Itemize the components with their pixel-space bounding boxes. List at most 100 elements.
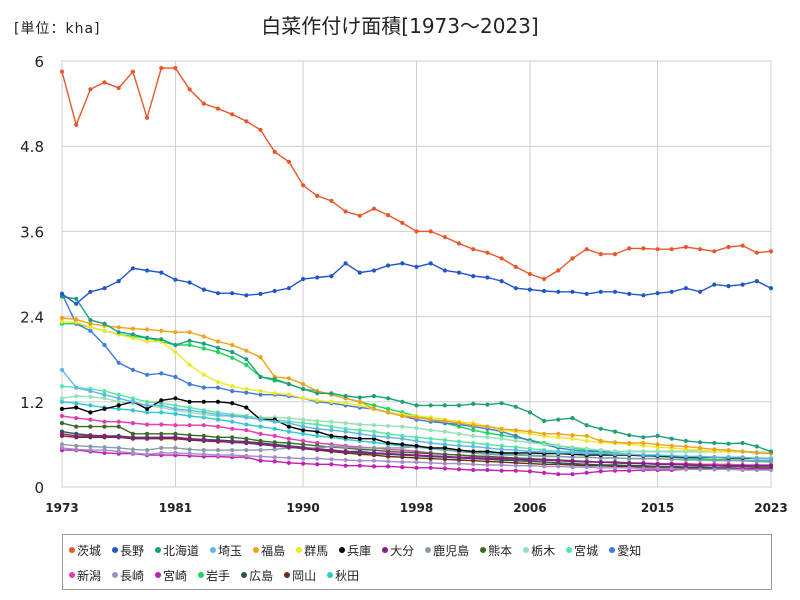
data-point: [215, 399, 221, 404]
data-point: [641, 293, 646, 298]
data-point: [201, 287, 206, 292]
data-point: [215, 424, 221, 429]
data-point: [740, 440, 745, 446]
data-point: [598, 252, 603, 257]
data-point: [230, 448, 235, 453]
data-point: [669, 466, 674, 471]
data-point: [471, 428, 476, 433]
x-tick-label: 2023: [754, 501, 787, 515]
data-point: [59, 431, 65, 436]
data-point: [456, 455, 462, 460]
data-point: [371, 433, 377, 438]
data-point: [698, 247, 703, 252]
data-point: [485, 442, 490, 447]
legend-marker: [296, 547, 303, 553]
data-point: [456, 431, 462, 436]
data-point: [88, 403, 93, 408]
data-point: [145, 422, 150, 427]
data-point: [570, 459, 575, 464]
data-point: [116, 325, 121, 330]
data-point: [612, 468, 618, 473]
data-point: [59, 413, 65, 419]
legend-marker: [327, 572, 334, 578]
data-point: [357, 213, 362, 218]
data-point: [130, 332, 135, 337]
data-point: [471, 455, 476, 460]
data-point: [357, 428, 362, 433]
data-point: [527, 453, 533, 458]
data-point: [201, 410, 206, 415]
data-point: [400, 465, 405, 470]
data-point: [357, 463, 362, 468]
data-point: [130, 396, 135, 401]
data-point: [442, 438, 447, 443]
data-point: [471, 462, 476, 467]
data-point: [527, 463, 533, 468]
data-point: [88, 321, 93, 326]
data-point: [88, 433, 93, 438]
data-point: [357, 270, 362, 275]
series-福島: [59, 315, 774, 456]
legend-item: 長崎: [112, 567, 144, 584]
data-point: [230, 350, 235, 355]
data-point: [371, 423, 377, 428]
data-point: [258, 392, 263, 397]
data-point: [442, 461, 447, 466]
data-point: [258, 458, 263, 463]
data-point: [173, 411, 178, 416]
data-point: [371, 403, 377, 408]
y-tick-label: 3.6: [20, 223, 44, 241]
data-point: [527, 457, 533, 463]
data-point: [456, 270, 462, 275]
data-point: [612, 440, 618, 445]
data-point: [88, 448, 93, 453]
data-point: [400, 452, 405, 457]
data-point: [754, 279, 759, 284]
data-point: [329, 419, 334, 424]
data-point: [442, 235, 447, 240]
data-point: [187, 408, 192, 413]
data-point: [59, 399, 65, 404]
data-point: [712, 249, 717, 254]
data-point: [513, 445, 518, 450]
data-point: [485, 462, 490, 468]
data-point: [187, 342, 192, 348]
data-point: [641, 461, 646, 466]
data-point: [641, 435, 646, 440]
legend: 茨城 長野 北海道 埼玉 福島 群馬 兵庫 大分 鹿児島 熊本 栃木 宮城 愛知 新潟 長崎 宮崎 岩手 広島 岡…: [62, 534, 772, 590]
data-point: [301, 445, 306, 450]
data-point: [102, 80, 107, 85]
legend-marker: [382, 547, 389, 553]
data-point: [740, 455, 745, 460]
data-point: [556, 268, 561, 273]
data-point: [627, 433, 632, 438]
data-point: [286, 286, 291, 291]
data-point: [116, 449, 121, 454]
data-point: [740, 467, 745, 473]
data-point: [669, 462, 674, 467]
data-point: [598, 465, 603, 470]
data-point: [187, 382, 192, 387]
data-point: [357, 399, 362, 404]
data-point: [173, 431, 178, 436]
data-point: [329, 448, 334, 453]
data-point: [712, 440, 717, 446]
data-point: [726, 441, 731, 446]
data-point: [315, 462, 320, 467]
data-point: [400, 445, 405, 450]
data-point: [428, 465, 433, 470]
legend-marker: [112, 572, 119, 578]
data-point: [286, 416, 291, 421]
data-point: [301, 456, 306, 461]
data-point: [159, 445, 164, 450]
legend-marker: [69, 572, 75, 578]
data-point: [230, 384, 235, 389]
series-茨城: [59, 66, 774, 282]
legend-item: 大分: [382, 542, 414, 559]
data-point: [74, 424, 79, 429]
data-point: [414, 453, 419, 458]
data-point: [102, 445, 107, 450]
data-point: [357, 403, 362, 408]
data-point: [187, 338, 192, 343]
data-point: [386, 435, 391, 440]
